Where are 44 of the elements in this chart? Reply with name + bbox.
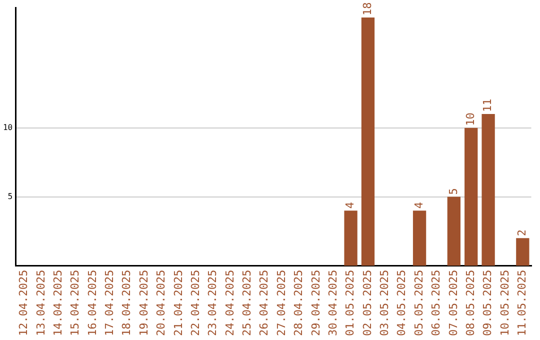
x-tick-label: 14.04.2025 xyxy=(51,270,64,336)
x-tick-label: 06.05.2025 xyxy=(430,270,443,336)
data-label: 18 xyxy=(360,2,374,16)
data-label: 4 xyxy=(412,202,426,209)
bar xyxy=(447,196,460,266)
x-tick-label: 04.05.2025 xyxy=(395,270,408,336)
x-tick-label: 01.05.2025 xyxy=(344,270,357,336)
data-label: 11 xyxy=(481,98,494,112)
data-label: 4 xyxy=(344,202,357,209)
x-tick-label: 07.05.2025 xyxy=(446,270,460,336)
x-tick-label: 09.05.2025 xyxy=(481,270,494,336)
bar xyxy=(464,128,478,266)
x-tick-label: 22.04.2025 xyxy=(188,270,202,336)
x-tick-label: 15.04.2025 xyxy=(68,270,82,336)
x-tick-label: 08.05.2025 xyxy=(464,270,477,336)
x-tick-label: 02.05.2025 xyxy=(360,270,374,336)
x-tick-label: 10.05.2025 xyxy=(498,270,512,336)
bar xyxy=(412,210,426,266)
x-tick-label: 30.04.2025 xyxy=(326,270,340,336)
bar xyxy=(344,210,358,266)
data-label: 10 xyxy=(464,112,477,126)
x-tick-label: 28.04.2025 xyxy=(292,270,306,336)
x-tick-label: 19.04.2025 xyxy=(137,270,150,336)
x-tick-label: 05.05.2025 xyxy=(412,270,426,336)
x-tick-label: 20.04.2025 xyxy=(154,270,168,336)
x-tick-label: 21.04.2025 xyxy=(172,270,185,336)
bar xyxy=(361,17,375,266)
x-tick-label: 29.04.2025 xyxy=(309,270,322,336)
data-label: 5 xyxy=(446,188,460,195)
x-tick-label: 27.04.2025 xyxy=(274,270,288,336)
x-tick-label: 18.04.2025 xyxy=(120,270,134,336)
data-label: 2 xyxy=(516,230,529,236)
bar xyxy=(516,238,530,266)
x-tick-label: 25.04.2025 xyxy=(240,270,254,336)
bar xyxy=(482,114,495,266)
x-tick-label: 24.04.2025 xyxy=(223,270,236,336)
x-tick-label: 13.04.2025 xyxy=(34,270,48,336)
x-tick-label: 23.04.2025 xyxy=(206,270,220,336)
x-tick-label: 17.04.2025 xyxy=(103,270,116,336)
x-tick-label: 03.05.2025 xyxy=(378,270,392,336)
x-tick-label: 16.04.2025 xyxy=(86,270,99,336)
x-tick-label: 11.05.2025 xyxy=(516,270,529,336)
x-tick-label: 26.04.2025 xyxy=(258,270,271,336)
x-tick-label: 12.04.2025 xyxy=(17,270,30,336)
